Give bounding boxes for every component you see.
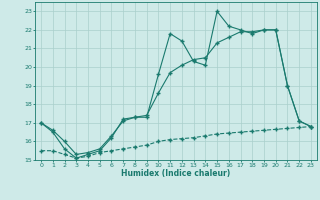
X-axis label: Humidex (Indice chaleur): Humidex (Indice chaleur) [121,169,231,178]
